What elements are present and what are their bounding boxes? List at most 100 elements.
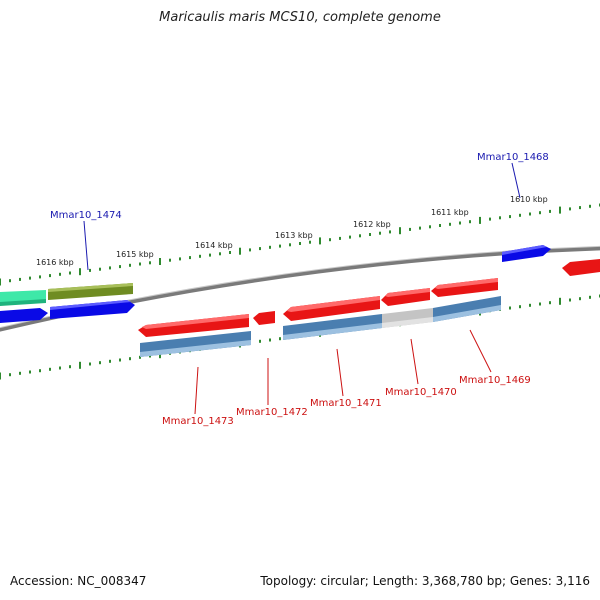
gene-arrow-red-right[interactable] [562,259,600,276]
inner-scale-dot [579,297,581,301]
scale-labels: 1616 kbp 1615 kbp 1614 kbp 1613 kbp 1612… [36,195,548,267]
outer-scale-dot [379,231,381,235]
outer-scale-dot [359,234,361,238]
outer-scale-dot [539,211,541,215]
inner-scale-dot [529,303,531,307]
gene-arrow-blue-1[interactable] [0,308,48,323]
gene-label-mmar10-1472[interactable]: Mmar10_1472 [236,407,308,418]
inner-scale-dot [549,301,551,305]
outer-scale-major-tick [159,258,161,265]
annotation-bar-grey-highlight [382,317,433,328]
outer-scale-dot [269,245,271,249]
outer-scale-dot [169,258,171,262]
outer-scale-dot [139,262,141,266]
gene-label-mmar10-1474[interactable]: Mmar10_1474 [50,210,122,221]
inner-scale-dot [589,295,591,299]
annotation-bar-3-highlight [433,305,501,322]
outer-scale-major-tick [479,216,481,224]
tick-label-1615: 1615 kbp [116,250,154,259]
outer-scale-track [0,203,600,286]
gene-label-mmar10-1471[interactable]: Mmar10_1471 [310,398,382,409]
inner-scale-dot [569,298,571,302]
inner-scale-dot [29,370,31,374]
inner-scale-dot [269,338,271,342]
outer-scale-dot [329,238,331,242]
accession-text: Accession: NC_008347 [10,574,147,588]
annotation-bar-1-highlight [140,340,251,357]
gene-arrow-mmar10-1473-highlight [142,314,249,329]
outer-scale-dot [279,244,281,248]
outer-scale-dot [9,279,11,283]
inner-scale-dot [149,354,151,358]
outer-scale-dot [549,209,551,213]
outer-scale-major-tick [79,268,81,276]
leader-mmar10-1470 [410,338,419,385]
outer-scale-major-tick [559,206,561,214]
gene-label-mmar10-1473[interactable]: Mmar10_1473 [162,416,234,427]
tick-label-1611: 1611 kbp [431,208,469,217]
outer-scale-dot [89,268,91,272]
gene-arrow-mmar10-1468[interactable] [502,245,551,262]
inner-scale-dot [519,305,521,309]
inner-scale-dot [59,366,61,370]
outer-scale-dot [109,266,111,270]
outer-scale-major-tick [0,278,1,286]
outer-scale-dot [289,243,291,247]
leader-mmar10-1468 [511,162,521,199]
outer-scale-dot [219,252,221,256]
outer-scale-dot [119,265,121,269]
gene-arrow-mmar10-1472[interactable] [253,311,275,325]
outer-scale-dot [569,207,571,211]
inner-scale-dot [129,357,131,361]
outer-scale-dot [59,272,61,276]
outer-scale-dot [149,261,151,265]
gene-arrow-blue-2[interactable] [50,300,135,319]
inner-scale-dot [259,339,261,343]
inner-scale-dot [69,365,71,369]
gene-label-mmar10-1468[interactable]: Mmar10_1468 [477,152,549,163]
inner-scale-dot [539,302,541,306]
outer-scale-dot [529,212,531,216]
outer-scale-major-tick [319,237,321,245]
inner-scale-dot [279,337,281,341]
annotation-track [140,296,501,357]
gene-feature-teal-shade [0,299,46,306]
leader-mmar10-1474 [83,220,89,271]
inner-scale-dot [139,355,141,359]
inner-scale-dot [49,367,51,371]
inner-scale-dot [19,371,21,375]
outer-scale-dot [49,274,51,278]
outer-scale-dot [29,276,31,280]
outer-scale-dot [389,230,391,234]
outer-scale-dot [349,235,351,239]
inner-scale-dot [99,361,101,365]
gene-label-mmar10-1470[interactable]: Mmar10_1470 [385,387,457,398]
tick-label-1613: 1613 kbp [275,231,313,240]
outer-scale-dot [469,220,471,224]
tick-label-1610: 1610 kbp [510,195,548,204]
outer-scale-dot [39,275,41,279]
inner-scale-major-tick [79,361,81,369]
genome-summary-text: Topology: circular; Length: 3,368,780 bp… [260,574,590,588]
outer-scale-dot [179,257,181,261]
gene-label-mmar10-1469[interactable]: Mmar10_1469 [459,375,531,386]
outer-scale-dot [449,222,451,226]
inner-scale-dot [119,358,121,362]
gene-arrow-mmar10-1471-highlight [287,296,380,312]
outer-scale-dot [499,216,501,220]
tick-label-1616: 1616 kbp [36,258,74,267]
outer-scale-dot [19,277,21,281]
leader-mmar10-1469 [469,329,492,373]
outer-scale-dot [489,217,491,221]
outer-scale-dot [339,236,341,240]
inner-scale-major-tick [0,372,1,380]
label-leaders [83,162,521,415]
gene-labels: Mmar10_1474 Mmar10_1468 Mmar10_1473 Mmar… [50,152,549,427]
gene-feature-olive-highlight [48,283,133,292]
outer-scale-dot [309,240,311,244]
outer-scale-dot [429,225,431,229]
inner-scale-dot [89,362,91,366]
inner-scale-major-tick [559,297,561,305]
inner-scale-dot [509,306,511,310]
